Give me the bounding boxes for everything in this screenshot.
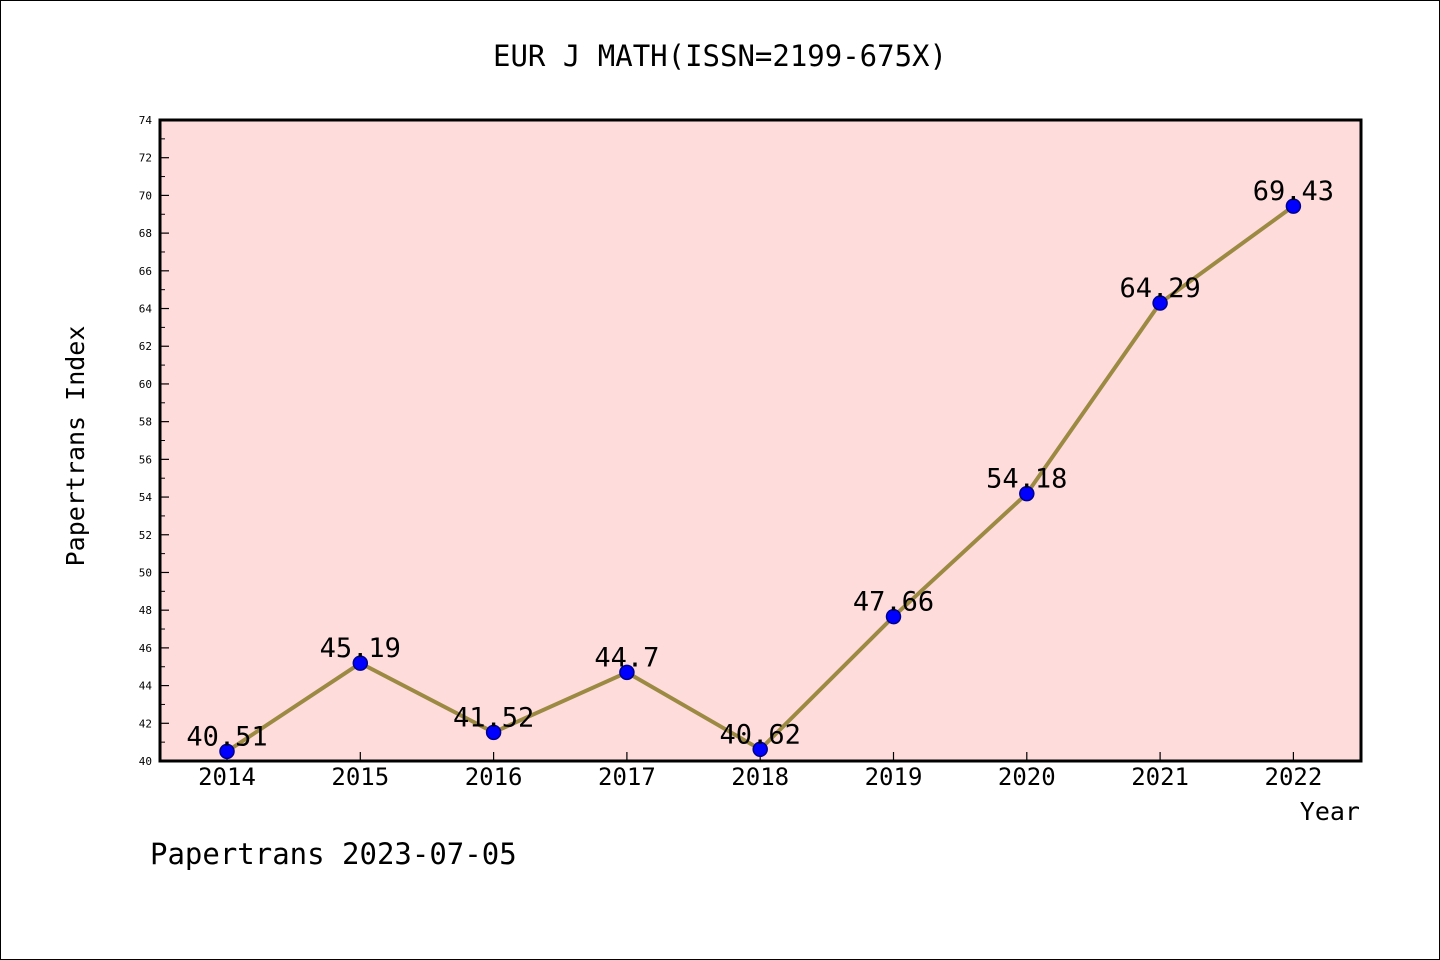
x-axis-ticks: 2014 2015 2016 2017 2018 2019 2020 2021 2022 bbox=[198, 752, 1322, 791]
y-tick-label: 46 bbox=[139, 642, 152, 655]
data-label: 47.66 bbox=[853, 587, 934, 618]
x-tick-label: 2019 bbox=[865, 763, 923, 791]
data-point bbox=[1019, 485, 1035, 502]
data-point bbox=[1152, 295, 1168, 311]
data-label: 64.29 bbox=[1119, 273, 1200, 304]
data-point bbox=[885, 608, 902, 625]
data-series: 40.51 45.19 41.52 44.7 40.62 47.66 54.18 64.29 6… bbox=[186, 176, 1334, 760]
y-tick-label: 60 bbox=[139, 378, 152, 391]
data-label: 69.43 bbox=[1253, 176, 1334, 207]
y-tick-label: 72 bbox=[139, 152, 152, 165]
y-tick-label: 44 bbox=[139, 680, 153, 693]
plot-border bbox=[158, 118, 1363, 763]
data-label: 40.62 bbox=[720, 719, 801, 750]
footer-text: Papertrans 2023-07-05 bbox=[150, 837, 517, 871]
x-tick-label: 2016 bbox=[465, 763, 523, 791]
x-tick-label: 2021 bbox=[1131, 763, 1189, 791]
y-tick-label: 62 bbox=[139, 340, 152, 353]
x-tick-label: 2018 bbox=[731, 763, 789, 791]
y-tick-label: 54 bbox=[139, 491, 153, 504]
data-label: 44.7 bbox=[594, 642, 659, 673]
data-point bbox=[485, 724, 502, 741]
y-tick-label: 66 bbox=[139, 265, 152, 278]
x-tick-label: 2020 bbox=[998, 763, 1056, 791]
data-point bbox=[219, 743, 235, 760]
data-label: 54.18 bbox=[986, 464, 1067, 495]
chart-title: EUR J MATH(ISSN=2199-675X) bbox=[493, 39, 947, 73]
y-tick-label: 70 bbox=[139, 189, 152, 202]
x-tick-label: 2022 bbox=[1265, 763, 1323, 791]
x-axis-label: Year bbox=[1300, 797, 1360, 826]
y-tick-label: 64 bbox=[139, 303, 153, 316]
y-tick-label: 56 bbox=[139, 453, 152, 466]
data-label: 41.52 bbox=[453, 702, 534, 733]
data-label: 45.19 bbox=[320, 633, 401, 664]
y-tick-label: 68 bbox=[139, 227, 152, 240]
y-tick-label: 50 bbox=[139, 566, 152, 579]
x-tick-label: 2017 bbox=[598, 763, 656, 791]
data-point bbox=[1285, 198, 1302, 214]
data-label: 40.51 bbox=[186, 721, 267, 752]
data-point bbox=[352, 655, 369, 671]
y-tick-label: 42 bbox=[139, 717, 152, 730]
y-tick-label: 58 bbox=[139, 416, 152, 429]
x-tick-label: 2015 bbox=[331, 763, 389, 791]
y-tick-label: 40 bbox=[139, 755, 152, 768]
data-point bbox=[619, 664, 635, 681]
data-point bbox=[752, 741, 768, 758]
y-axis-label: Papertrans Index bbox=[61, 326, 90, 567]
y-tick-label: 52 bbox=[139, 529, 152, 542]
plot-area bbox=[160, 120, 1361, 761]
y-tick-label: 48 bbox=[139, 604, 152, 617]
x-tick-label: 2014 bbox=[198, 763, 256, 791]
y-tick-label: 74 bbox=[139, 114, 153, 127]
